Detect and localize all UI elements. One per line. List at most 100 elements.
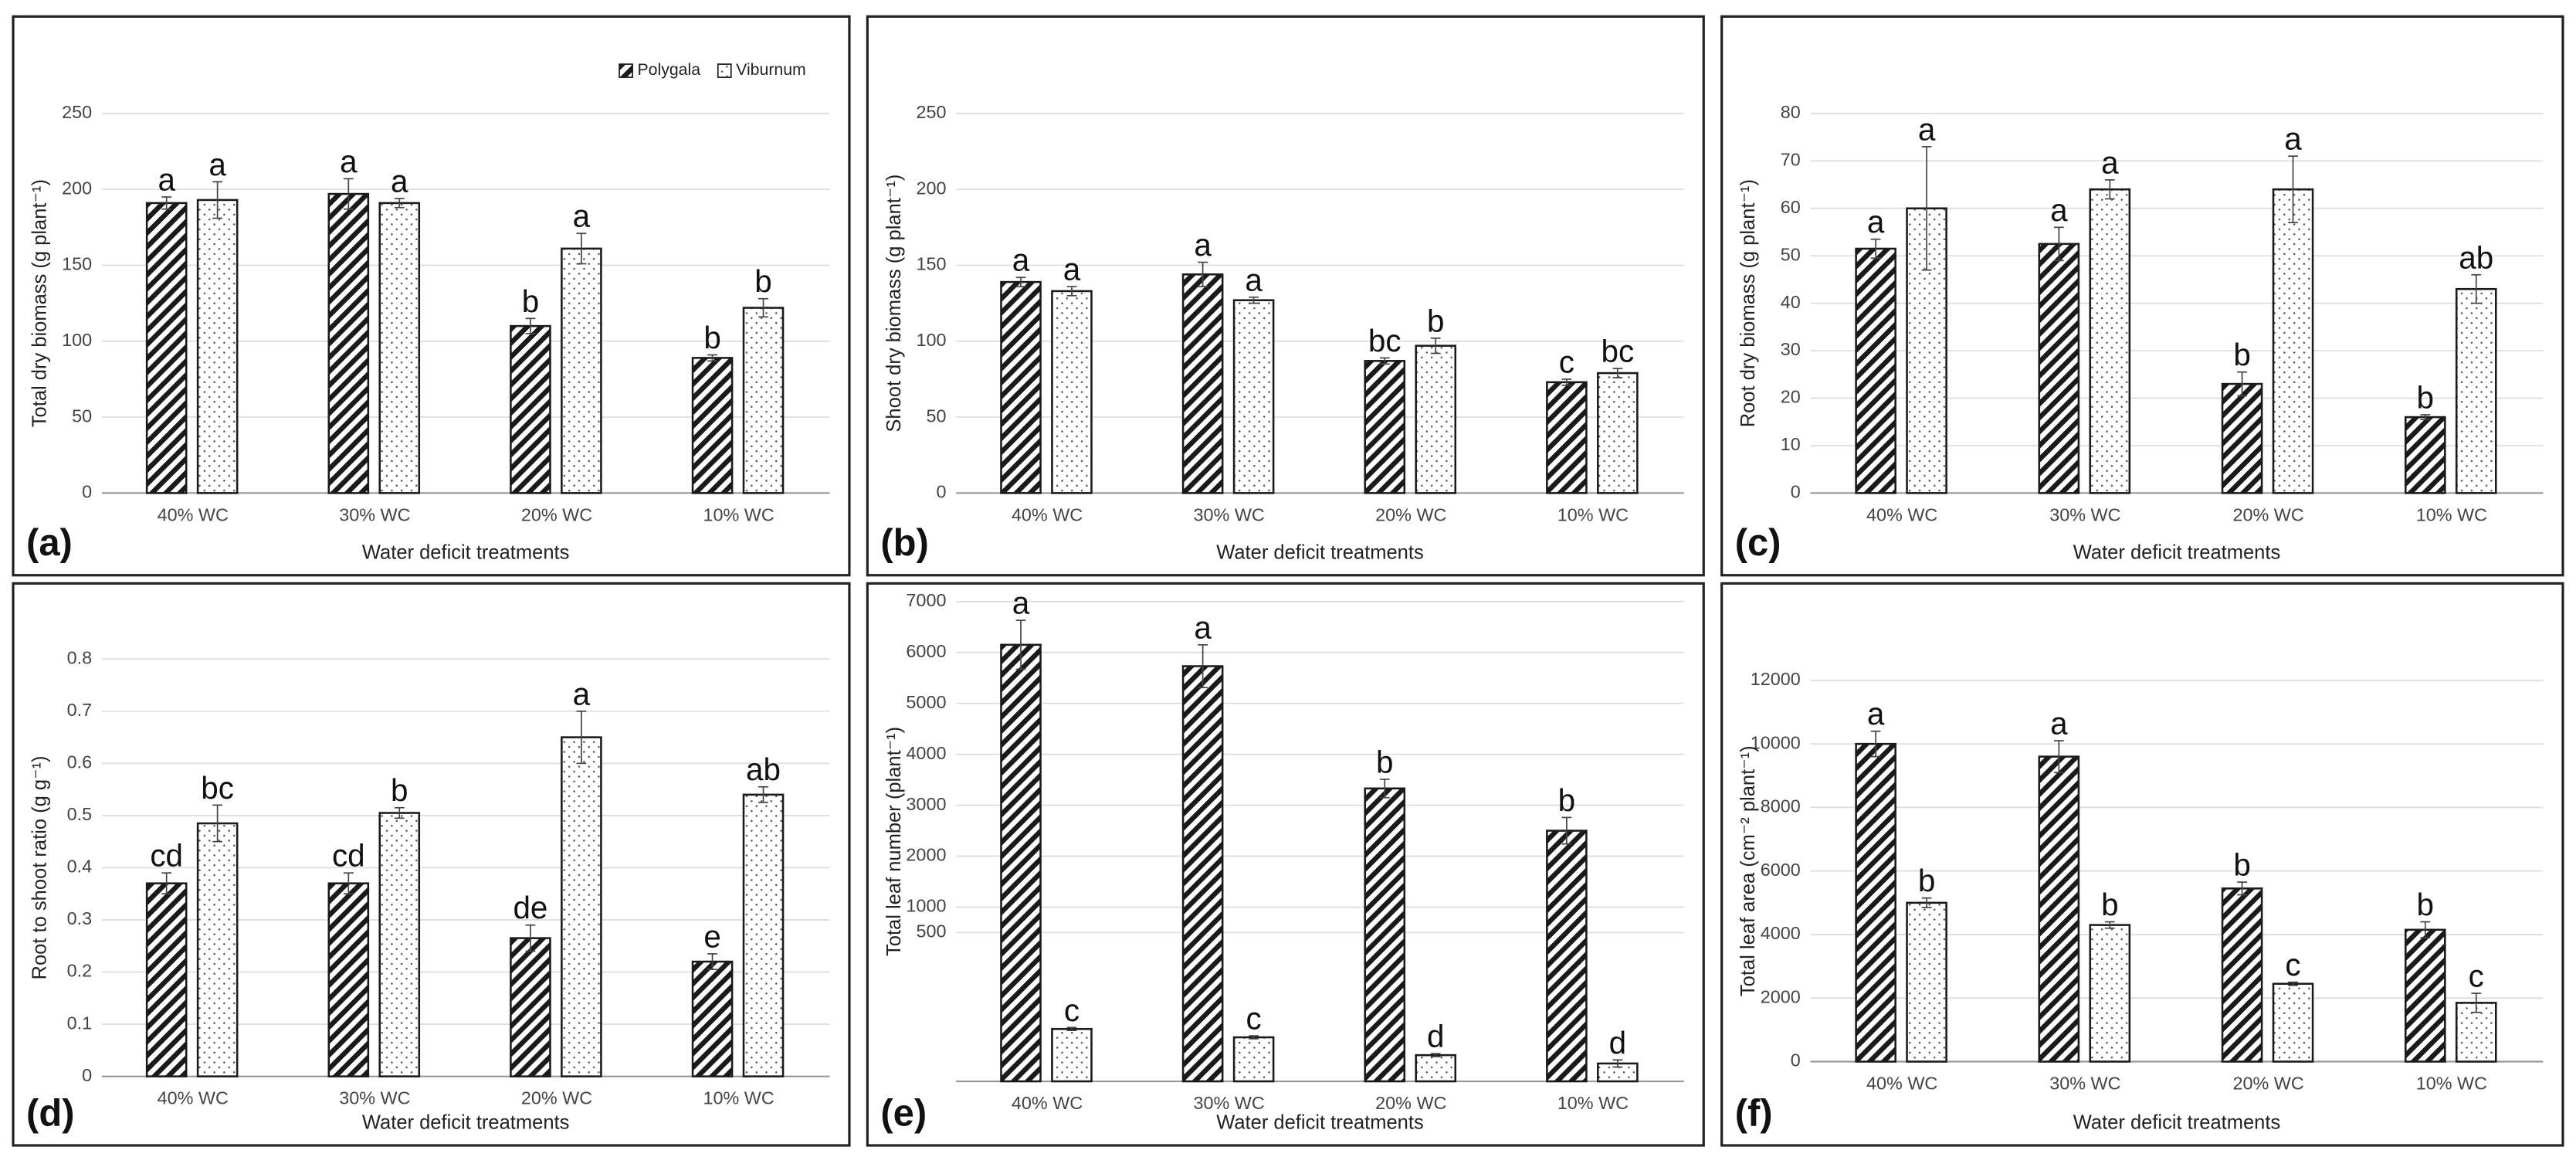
bar <box>2221 382 2263 494</box>
bar <box>742 307 785 494</box>
bar <box>2089 188 2131 494</box>
x-tick-label: 30% WC <box>339 504 410 524</box>
significance-letter: a <box>1867 696 1885 731</box>
significance-letter: b <box>1376 744 1393 779</box>
y-tick-label: 0 <box>936 482 946 502</box>
bar <box>2038 755 2080 1063</box>
bar <box>2272 188 2314 494</box>
x-tick-label: 20% WC <box>521 504 592 524</box>
bar <box>1181 273 1224 494</box>
y-tick-label: 12000 <box>1751 669 1801 689</box>
bar <box>2038 243 2080 494</box>
x-axis-title: Water deficit treatments <box>362 541 569 563</box>
error-bar <box>343 872 354 895</box>
error-bar <box>2288 155 2298 224</box>
y-tick-label: 250 <box>916 102 946 122</box>
error-bar <box>1430 337 1441 355</box>
significance-letter: ab <box>746 752 781 787</box>
legend-swatch <box>717 63 732 78</box>
significance-letter: d <box>1427 1019 1444 1054</box>
significance-letter: a <box>2050 192 2068 228</box>
error-bar <box>2420 414 2431 420</box>
x-tick-label: 10% WC <box>1557 504 1629 524</box>
y-tick-label: 6000 <box>906 641 946 661</box>
x-axis-title: Water deficit treatments <box>362 1112 569 1134</box>
panel: 0 50 100 150 200 250 40% WC 30% WC 20% WC 10% WC a… <box>866 15 1705 577</box>
error-bar <box>576 232 587 265</box>
bar <box>510 324 551 494</box>
significance-letter: a <box>1918 111 1936 147</box>
significance-letter: a <box>2284 121 2302 157</box>
y-tick-label: 250 <box>62 102 92 122</box>
x-tick-label: 30% WC <box>1194 504 1265 524</box>
y-tick-label: 0 <box>1791 482 1801 502</box>
y-axis-title: Root dry biomass (g plant⁻¹) <box>1737 179 1759 427</box>
significance-letter: cd <box>150 838 183 874</box>
y-tick-label: 100 <box>62 330 92 350</box>
y-tick-label: 8000 <box>1761 796 1801 816</box>
significance-letter: c <box>1559 344 1574 379</box>
y-tick-label: 3000 <box>906 794 946 814</box>
bar <box>1906 901 1947 1063</box>
error-bar <box>1066 1026 1077 1032</box>
bar <box>378 202 421 494</box>
y-tick-label: 4000 <box>906 743 946 763</box>
y-axis-title: Total leaf area (cm⁻² plant⁻¹) <box>1737 745 1759 996</box>
error-bar <box>707 953 717 971</box>
y-tick-label: 10000 <box>1751 732 1801 752</box>
y-tick-label: 0 <box>82 482 92 502</box>
y-tick-label: 50 <box>72 405 92 426</box>
bar <box>1415 1054 1457 1083</box>
error-bar <box>2288 981 2298 986</box>
bar <box>2404 928 2446 1063</box>
error-bar <box>1379 357 1390 365</box>
significance-letter: b <box>1558 782 1575 818</box>
error-bar <box>212 804 223 843</box>
significance-letter: b <box>2417 887 2434 922</box>
significance-letter: bc <box>1601 334 1634 369</box>
x-tick-label: 20% WC <box>2232 1073 2303 1093</box>
error-bar <box>2053 740 2064 774</box>
bar <box>1000 280 1042 494</box>
bar <box>510 937 551 1077</box>
significance-letter: a <box>1194 227 1212 263</box>
bar <box>1415 344 1457 494</box>
error-bar <box>525 924 536 952</box>
bar <box>1232 299 1275 494</box>
panel: 500 1000 2000 3000 4000 5000 6000 7000 40% WC 30%… <box>866 582 1705 1147</box>
error-bar <box>1379 779 1390 799</box>
x-tick-label: 10% WC <box>1557 1093 1629 1113</box>
y-tick-label: 0.5 <box>67 804 93 824</box>
significance-letter: a <box>1194 609 1212 645</box>
bar <box>691 960 734 1077</box>
significance-letter: b <box>1918 863 1935 898</box>
bar <box>742 793 785 1077</box>
error-bar <box>2104 921 2115 929</box>
panel-label: (c) <box>1735 522 1781 564</box>
x-tick-label: 40% WC <box>1866 504 1937 524</box>
error-bar <box>1612 368 1623 378</box>
bar <box>561 736 602 1077</box>
panel-border <box>866 582 1705 1147</box>
significance-letter: b <box>2101 887 2118 922</box>
panel-label: (f) <box>1735 1092 1773 1134</box>
y-tick-label: 2000 <box>906 845 946 865</box>
significance-letter: a <box>1245 262 1263 297</box>
y-tick-label: 0.1 <box>67 1013 93 1033</box>
panel: 0 10 20 30 40 50 60 70 80 40% WC 30% WC 20% WC 10% W… <box>1720 15 2564 577</box>
y-tick-label: 6000 <box>1761 860 1801 880</box>
error-bar <box>758 297 768 318</box>
panel: 0 50 100 150 200 250 40% WC 30% WC 20% WC 10% WC a… <box>12 15 851 577</box>
significance-letter: b <box>2233 337 2250 372</box>
error-bar <box>1561 378 1572 386</box>
y-tick-label: 0 <box>82 1065 92 1085</box>
x-tick-label: 40% WC <box>1012 504 1083 524</box>
panel: 0 2000 4000 6000 8000 10000 12000 40% WC 30% WC 2… <box>1720 582 2564 1147</box>
error-bar <box>1066 286 1077 297</box>
bar <box>1546 381 1588 494</box>
error-bar <box>1430 1053 1441 1057</box>
x-tick-label: 20% WC <box>521 1088 592 1108</box>
bar <box>145 882 188 1077</box>
